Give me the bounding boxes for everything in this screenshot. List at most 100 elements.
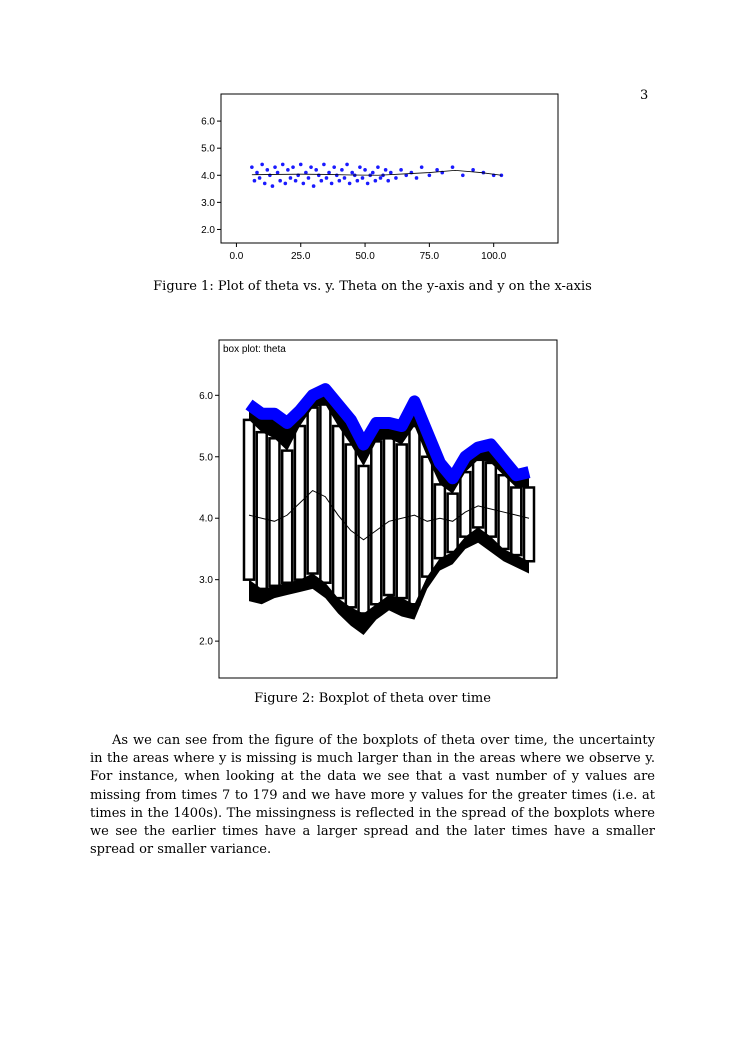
- y-tick-label: 4.0: [199, 514, 213, 525]
- data-point: [322, 162, 326, 167]
- data-point: [347, 181, 352, 186]
- x-tick-label: 50.0: [355, 251, 375, 262]
- box: [255, 430, 268, 591]
- box: [268, 437, 281, 588]
- data-point: [255, 170, 259, 175]
- x-tick-label: 100.0: [481, 251, 506, 262]
- y-tick-label: 3.0: [201, 198, 215, 209]
- data-point: [388, 170, 393, 175]
- data-point: [268, 173, 272, 178]
- data-point: [334, 173, 339, 178]
- data-point: [283, 181, 288, 186]
- data-point: [342, 176, 347, 180]
- figure-2: box plot: theta 2.0 3.0 4.0 5.0 6.0: [193, 339, 565, 681]
- data-point: [419, 165, 424, 169]
- data-point: [332, 165, 336, 169]
- data-point: [350, 170, 354, 175]
- lower-band: [249, 527, 529, 635]
- box: [459, 470, 472, 538]
- box-plot: box plot: theta 2.0 3.0 4.0 5.0 6.0: [199, 339, 558, 679]
- data-point: [414, 176, 419, 180]
- data-point: [319, 178, 324, 183]
- data-point: [280, 162, 285, 167]
- data-point: [288, 176, 293, 180]
- data-point: [499, 173, 504, 178]
- data-point: [399, 168, 403, 172]
- data-point: [291, 165, 295, 169]
- box: [242, 418, 256, 581]
- y-tick-label: 5.0: [199, 452, 213, 463]
- data-point: [257, 176, 262, 180]
- y-tick-label: 4.0: [201, 171, 215, 182]
- box: [471, 458, 485, 529]
- box: [484, 461, 498, 538]
- data-point: [324, 176, 329, 180]
- data-point: [265, 168, 270, 172]
- box: [522, 486, 536, 563]
- figure-1-caption: Figure 1: Plot of theta vs. y. Theta on …: [153, 279, 592, 294]
- box: [331, 424, 345, 600]
- data-point: [358, 165, 362, 169]
- figure-1: 2.0 3.0 4.0 5.0 6.0 0.0 25.0 50.0 75.0 100.0: [195, 93, 565, 263]
- data-point: [278, 178, 282, 183]
- data-point: [394, 176, 398, 180]
- data-point: [252, 178, 257, 183]
- box: [446, 492, 459, 554]
- data-point: [286, 168, 290, 172]
- data-point: [340, 168, 344, 172]
- data-point: [306, 176, 311, 180]
- data-point: [298, 162, 303, 167]
- median-line: [248, 489, 530, 541]
- box: [319, 403, 332, 584]
- x-tick-label: 0.0: [229, 251, 243, 262]
- data-point: [373, 178, 378, 183]
- data-point: [262, 181, 267, 186]
- data-point: [360, 176, 365, 180]
- data-point: [376, 165, 380, 169]
- y-tick-label: 5.0: [201, 144, 215, 155]
- data-point: [275, 170, 280, 175]
- y-tick-label: 2.0: [201, 225, 215, 236]
- data-point: [386, 178, 391, 183]
- data-point: [345, 162, 349, 167]
- data-point: [329, 181, 334, 186]
- x-tick-label: 75.0: [420, 251, 440, 262]
- body-paragraph: As we can see from the figure of the box…: [90, 733, 655, 858]
- data-point: [370, 170, 375, 175]
- data-point: [378, 176, 383, 180]
- y-tick-label: 6.0: [199, 391, 213, 402]
- data-point: [404, 173, 409, 178]
- data-point: [304, 170, 308, 175]
- data-point: [293, 178, 298, 183]
- data-point: [435, 168, 439, 172]
- data-point: [383, 168, 388, 172]
- data-point: [365, 181, 370, 186]
- box: [510, 486, 523, 557]
- box: [395, 443, 408, 600]
- box: [420, 455, 434, 578]
- box: [382, 437, 396, 597]
- data-point: [427, 173, 432, 178]
- data-point: [314, 168, 318, 172]
- x-tick-label: 25.0: [291, 251, 311, 262]
- data-point: [270, 184, 275, 188]
- y-tick-label: 6.0: [201, 117, 215, 128]
- plot-frame: [220, 93, 559, 244]
- data-point: [327, 170, 331, 175]
- page-number: 3: [640, 88, 649, 103]
- chart-title: box plot: theta: [223, 344, 286, 355]
- data-point: [273, 165, 277, 169]
- data-point: [309, 165, 313, 169]
- data-point: [301, 181, 306, 186]
- data-point: [250, 165, 254, 169]
- data-point: [260, 162, 264, 167]
- scatter-plot: 2.0 3.0 4.0 5.0 6.0 0.0 25.0 50.0 75.0 100.0: [201, 93, 559, 262]
- data-point: [311, 184, 316, 188]
- y-tick-label: 3.0: [199, 575, 213, 586]
- plot-frame: [218, 339, 558, 679]
- smoother-line: [251, 169, 502, 176]
- max-band: [245, 383, 531, 485]
- data-point: [363, 168, 367, 172]
- figure-2-caption: Figure 2: Boxplot of theta over time: [254, 691, 491, 706]
- data-point: [461, 173, 465, 178]
